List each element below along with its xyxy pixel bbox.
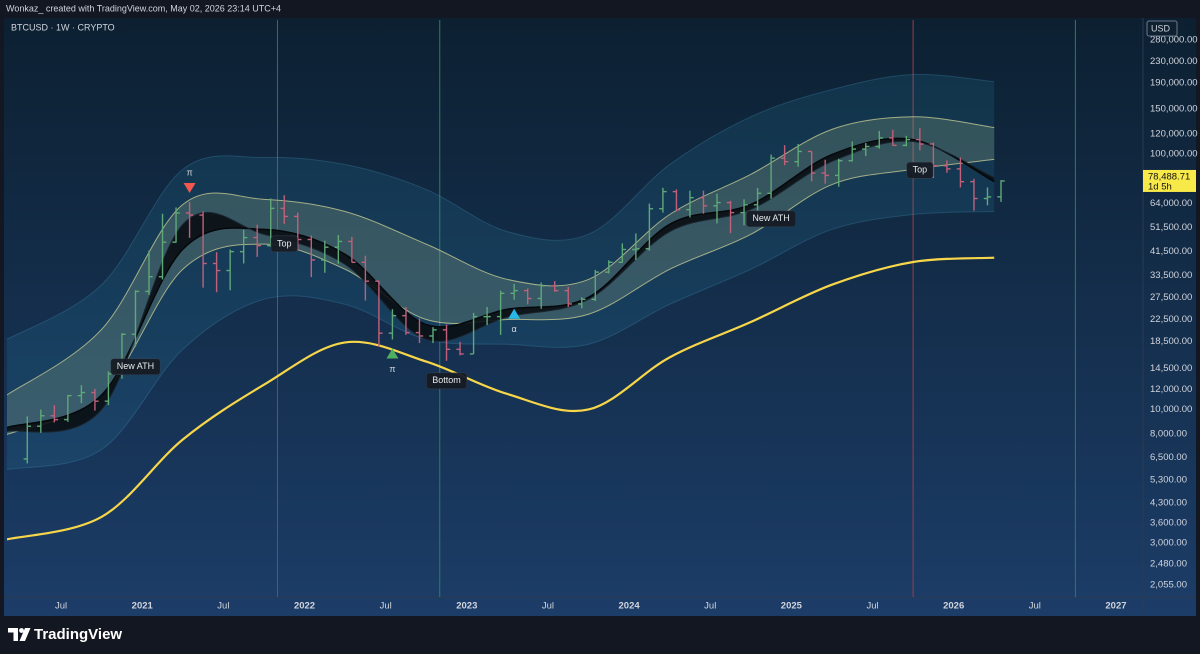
y-tick-label: 190,000.00 bbox=[1150, 77, 1198, 88]
background-layer bbox=[276, 20, 1076, 597]
x-tick-label: Jul bbox=[704, 601, 716, 612]
signal-label: α bbox=[512, 324, 517, 334]
x-tick-label: 2027 bbox=[1105, 601, 1126, 612]
signal-marker bbox=[183, 183, 196, 194]
x-tick-label: 2021 bbox=[132, 601, 154, 612]
x-tick-label: Jul bbox=[1029, 601, 1041, 612]
signal-label: π bbox=[186, 167, 192, 177]
annotation-box bbox=[270, 235, 298, 253]
logo-dot bbox=[19, 628, 24, 633]
x-tick-label: 2023 bbox=[456, 601, 477, 612]
caption: Wonkaz_ created with TradingView.com, Ma… bbox=[6, 3, 281, 13]
y-tick-label: 41,500.00 bbox=[1150, 246, 1192, 257]
annotation-layer: New ATH Top Bottom New ATH Top π π α bbox=[110, 162, 934, 390]
x-tick-label: 2025 bbox=[781, 601, 803, 612]
ribbon-fast bbox=[7, 137, 995, 429]
y-tick-label: 51,500.00 bbox=[1150, 222, 1192, 233]
annotation: New ATH bbox=[752, 213, 789, 223]
currency-box bbox=[1146, 20, 1178, 37]
line bbox=[7, 256, 995, 541]
band-upper bbox=[7, 73, 995, 340]
y-tick-label: 22,500.00 bbox=[1150, 314, 1192, 325]
y-tick-label: 6,500.00 bbox=[1150, 452, 1187, 463]
signal-marker bbox=[386, 348, 399, 359]
annotation: New ATH bbox=[117, 361, 154, 371]
x-tick-label: Jul bbox=[542, 601, 554, 612]
y-tick-label: 100,000.00 bbox=[1150, 149, 1198, 160]
signal-label: π bbox=[389, 364, 395, 374]
y-tick-label: 3,000.00 bbox=[1150, 538, 1187, 549]
y-tick-label: 280,000.00 bbox=[1150, 34, 1198, 45]
y-tick-label: 3,600.00 bbox=[1150, 517, 1187, 528]
y-tick-label: 33,500.00 bbox=[1150, 270, 1192, 281]
last-price: 78,488.71 bbox=[1148, 171, 1190, 182]
annotation: Bottom bbox=[432, 375, 461, 385]
y-tick-label: 120,000.00 bbox=[1150, 128, 1198, 139]
y-tick-label: 5,300.00 bbox=[1150, 474, 1187, 485]
signal-marker bbox=[508, 308, 521, 319]
x-tick-label: Jul bbox=[55, 601, 67, 612]
chart-panel bbox=[4, 18, 1196, 616]
y-tick-label: 18,500.00 bbox=[1150, 336, 1192, 347]
bar-layer bbox=[23, 128, 1005, 464]
x-tick-label: Jul bbox=[866, 601, 878, 612]
y-tick-label: 27,500.00 bbox=[1150, 292, 1192, 303]
y-tick-label: 8,000.00 bbox=[1150, 429, 1187, 440]
brand-logo bbox=[8, 628, 31, 641]
band-fill bbox=[7, 74, 995, 470]
last-price-box bbox=[1143, 169, 1196, 192]
countdown: 1d 5h bbox=[1148, 181, 1172, 192]
logo-v bbox=[19, 628, 31, 641]
x-tick-label: 2026 bbox=[943, 601, 964, 612]
y-tick-label: 10,000.00 bbox=[1150, 404, 1192, 415]
currency: USD bbox=[1151, 23, 1171, 33]
annotation-box bbox=[906, 162, 934, 179]
plot-area: New ATH Top Bottom New ATH Top π π α bbox=[7, 20, 1076, 597]
annotation: Top bbox=[913, 165, 928, 175]
annotation-box bbox=[110, 358, 161, 376]
ribbon-fill bbox=[7, 138, 995, 433]
band-layer bbox=[7, 73, 995, 541]
y-tick-label: 2,055.00 bbox=[1150, 579, 1187, 590]
axis-layer: 280,000.00 230,000.00 190,000.00 150,000.00… bbox=[55, 34, 1198, 611]
symbol-title: BTCUSD · 1W · CRYPTO bbox=[11, 22, 115, 32]
y-tick-label: 14,500.00 bbox=[1150, 363, 1192, 374]
y-tick-label: 150,000.00 bbox=[1150, 104, 1198, 115]
logo-t bbox=[8, 628, 18, 641]
y-tick-label: 230,000.00 bbox=[1150, 56, 1198, 67]
y-tick-label: 4,300.00 bbox=[1150, 498, 1187, 509]
band-fill bbox=[7, 116, 995, 435]
annotation-box bbox=[746, 210, 797, 228]
band-upper bbox=[7, 116, 995, 396]
annotation-box bbox=[426, 372, 468, 390]
x-tick-label: Jul bbox=[380, 601, 392, 612]
y-tick-label: 12,000.00 bbox=[1150, 384, 1192, 395]
x-tick-label: 2022 bbox=[294, 601, 315, 612]
brand: TradingView bbox=[34, 626, 122, 643]
y-tick-label: 64,000.00 bbox=[1150, 198, 1192, 209]
y-tick-label: 2,480.00 bbox=[1150, 559, 1187, 570]
x-tick-label: 2024 bbox=[619, 601, 641, 612]
annotation: Top bbox=[277, 238, 292, 248]
band-lower bbox=[7, 210, 995, 471]
x-tick-label: Jul bbox=[217, 601, 229, 612]
